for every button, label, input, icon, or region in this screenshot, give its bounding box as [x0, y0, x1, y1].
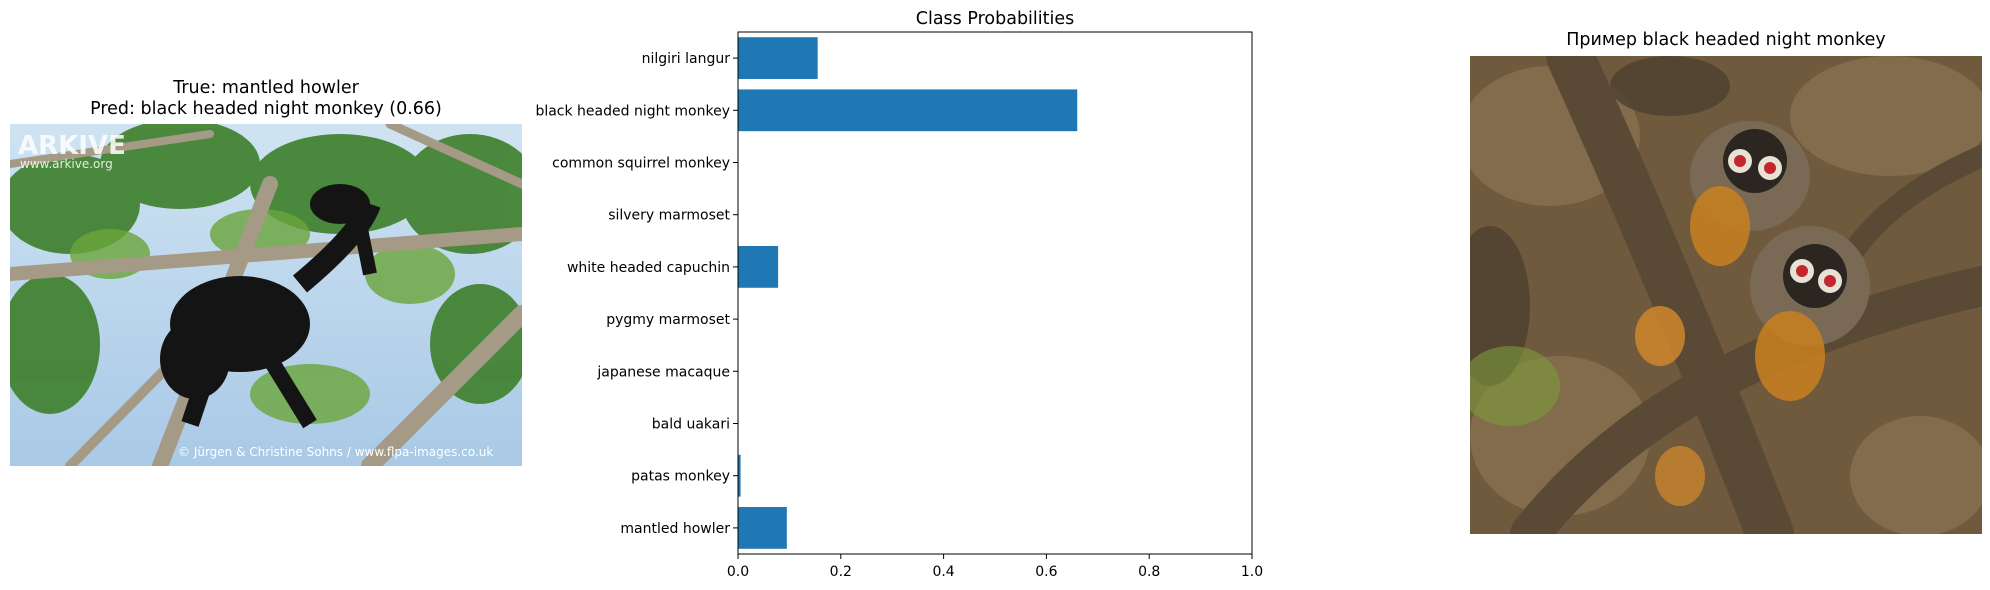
- y-tick-label: patas monkey: [631, 469, 730, 485]
- example-image-title: Пример black headed night monkey: [1566, 30, 1886, 50]
- night-monkey-photo: [1450, 32, 1990, 558]
- bar-white-headed-capuchin: [738, 246, 779, 288]
- arkive-watermark: ARKIVE: [18, 131, 126, 161]
- bar-nilgiri-langur: [738, 37, 818, 79]
- bar-patas-monkey: [738, 454, 741, 497]
- x-tick-label: 0.4: [932, 564, 954, 580]
- y-tick-label: bald uakari: [652, 417, 730, 433]
- x-tick-label: 1.0: [1241, 564, 1263, 580]
- y-tick-label: japanese macaque: [596, 364, 730, 380]
- x-tick-label: 0.2: [830, 564, 852, 580]
- arkive-url-watermark: www.arkive.org: [20, 157, 113, 171]
- y-tick-label: silvery marmoset: [608, 208, 730, 224]
- y-tick-label: mantled howler: [620, 521, 730, 537]
- x-tick-label: 0.8: [1138, 564, 1160, 580]
- howler-photo: ARKIVE www.arkive.org © Jürgen & Christi…: [0, 119, 540, 475]
- photo-credit: © Jürgen & Christine Sohns / www.flpa-im…: [178, 445, 493, 459]
- predicted-label-text: Pred: black headed night monkey (0.66): [90, 99, 442, 119]
- y-tick-label: black headed night monkey: [535, 103, 730, 119]
- left-image-title: True: mantled howler Pred: black headed …: [10, 78, 522, 120]
- bar-mantled-howler: [738, 507, 787, 549]
- x-ticks: 0.0 0.2 0.4 0.6 0.8 1.0: [727, 554, 1263, 580]
- x-tick-label: 0.0: [727, 564, 749, 580]
- chart-title: Class Probabilities: [916, 9, 1075, 29]
- y-tick-label: nilgiri langur: [642, 51, 731, 67]
- x-tick-label: 0.6: [1035, 564, 1057, 580]
- true-label-text: True: mantled howler: [173, 78, 359, 98]
- plot-frame: [737, 31, 1253, 555]
- howler-photo-drawing: ARKIVE www.arkive.org © Jürgen & Christi…: [0, 119, 540, 475]
- y-tick-label: common squirrel monkey: [552, 156, 730, 172]
- bars-layer: [738, 37, 1078, 549]
- y-tick-label: white headed capuchin: [567, 260, 730, 276]
- bar-black-headed-night-monkey: [738, 89, 1078, 132]
- night-monkey-photo-drawing: [1450, 32, 1990, 558]
- y-tick-labels: mantled howler patas monkey bald uakari jap…: [535, 51, 738, 537]
- y-tick-label: pygmy marmoset: [606, 312, 730, 328]
